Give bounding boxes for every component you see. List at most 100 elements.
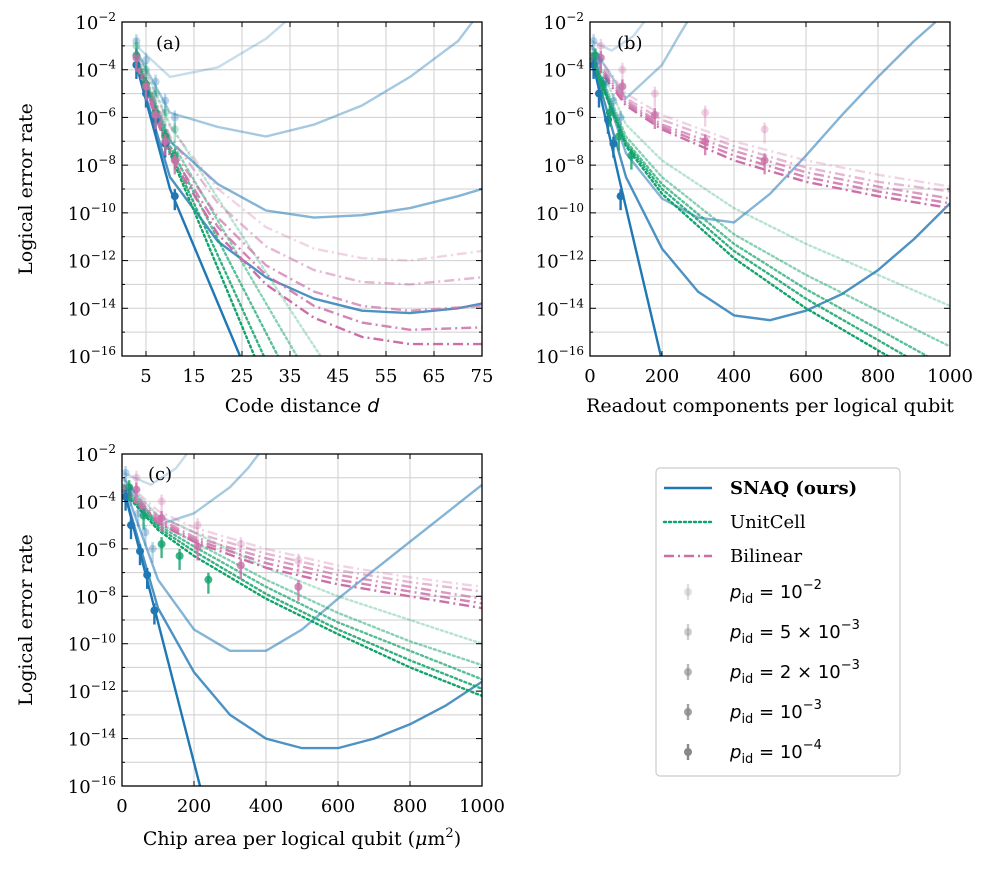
panel-c-curves [122, 454, 482, 786]
panel-c-ytick-label: 10−10 [68, 632, 116, 656]
snaq-marker [609, 96, 618, 105]
unitcell-marker [614, 132, 623, 141]
unitcell-curve [135, 56, 280, 356]
snaq-curve [590, 22, 689, 100]
unitcell-curve [122, 490, 482, 698]
bilinear-marker [596, 53, 605, 62]
panel-c-xtick-label: 1000 [459, 796, 505, 817]
snaq-marker [616, 192, 625, 201]
panel-b-ytick-label: 10−12 [536, 249, 584, 273]
snaq-curve [135, 64, 482, 315]
unitcell-marker [204, 575, 213, 584]
bilinear-curve [590, 57, 950, 205]
unitcell-marker [142, 65, 150, 74]
panel-a-curves [135, 22, 482, 356]
panel-a-xtick-label: 55 [375, 366, 398, 387]
panel-c-xtick-label: 200 [177, 796, 211, 817]
panel-c-xtick-label: 800 [393, 796, 427, 817]
snaq-marker [170, 113, 179, 122]
bilinear-marker [294, 556, 303, 565]
panel-a: 5 15 25 35 45 55 65 75 10−2 10−4 10−6 10−8 10−10 10−1… [15, 10, 493, 417]
unitcell-marker [175, 551, 184, 560]
unitcell-curve [590, 54, 930, 356]
bilinear-marker [650, 89, 659, 98]
panel-b-ytick-label: 10−4 [543, 58, 584, 82]
bilinear-marker [701, 108, 710, 117]
unitcell-marker [161, 108, 170, 117]
panel-a-ytick-label: 10−2 [75, 10, 116, 34]
panel-a-ytick-label: 10−10 [68, 201, 116, 225]
legend-pid-marker [684, 668, 692, 676]
unitcell-curve [135, 54, 299, 356]
panel-a-ytick-label: 10−16 [68, 344, 116, 368]
panel-a-ytick-label: 10−6 [75, 105, 116, 129]
snaq-curve [122, 483, 482, 652]
panel-a-xtick-label: 45 [327, 366, 350, 387]
snaq-marker [141, 528, 150, 537]
legend-pid-marker [684, 708, 692, 716]
snaq-curve [122, 489, 482, 750]
panel-c-grid [121, 453, 483, 787]
unitcell-curve [122, 478, 482, 645]
panel-b-xtick-label: 400 [717, 366, 751, 387]
panel-c-label: (c) [148, 464, 172, 485]
bilinear-curve [135, 62, 482, 331]
snaq-marker [127, 521, 135, 530]
snaq-marker [170, 192, 179, 201]
legend-pid-label: pid = 10−2 [729, 578, 822, 607]
unitcell-curve [590, 51, 950, 348]
unitcell-marker [605, 108, 614, 117]
panel-a-markers [132, 34, 179, 211]
panel-c: 0 200 400 600 800 1000 10−2 10−4 10−6 10−8 10−10 10… [15, 442, 505, 850]
panel-b-xtick-label: 600 [789, 366, 823, 387]
panel-c-ytick-label: 10−16 [68, 774, 116, 798]
bilinear-marker [151, 111, 160, 120]
bilinear-marker [760, 156, 769, 165]
unitcell-curve [590, 56, 909, 356]
snaq-marker [595, 56, 603, 65]
snaq-marker [143, 570, 152, 579]
panel-b-ytick-label: 10−14 [536, 296, 585, 320]
panel-a-xtick-label: 75 [471, 366, 494, 387]
panel-a-label: (a) [156, 33, 181, 54]
bilinear-curve [135, 50, 482, 262]
panel-c-ytick-label: 10−14 [68, 727, 117, 751]
bilinear-curve [122, 488, 482, 605]
panel-a-ytick-label: 10−8 [75, 153, 116, 177]
panel-a-grid [122, 21, 483, 357]
panel-c-ylabel: Logical error rate [15, 534, 37, 706]
panel-c-xtick-label: 400 [249, 796, 283, 817]
unitcell-curve [122, 488, 482, 690]
unitcell-marker [170, 125, 179, 134]
bilinear-curve [590, 59, 950, 210]
legend-pid-label: pid = 2 × 10−3 [729, 658, 860, 687]
bilinear-marker [193, 521, 202, 530]
panel-b-xtick-label: 800 [861, 366, 895, 387]
bilinear-marker [618, 82, 627, 91]
snaq-curve [135, 59, 482, 219]
panel-c-xtick-label: 0 [116, 796, 127, 817]
unitcell-marker [157, 540, 166, 549]
panel-b-curves [590, 22, 950, 356]
legend-pid-marker [684, 628, 692, 636]
bilinear-curve [122, 483, 482, 593]
panel-c-xtick-label: 600 [321, 796, 355, 817]
snaq-marker [127, 487, 135, 496]
snaq-marker [122, 492, 130, 501]
panel-b-ticks: 0 200 400 600 800 1000 10−2 10−4 10−6 10−8 10−10 10… [536, 10, 973, 387]
snaq-marker [134, 509, 143, 518]
panel-c-ytick-label: 10−8 [75, 584, 116, 608]
bilinear-marker [760, 125, 769, 134]
snaq-curve [590, 57, 950, 322]
legend-pid-entries: pid = 10−2 pid = 5 × 10−3 pid = 2 × 10−3 pi… [684, 578, 860, 767]
bilinear-marker [236, 561, 245, 570]
snaq-marker [150, 606, 159, 615]
legend-line-entries: SNAQ (ours) UnitCell Bilinear [662, 478, 857, 567]
panel-b-ytick-label: 10−6 [543, 105, 584, 129]
legend-pid-label: pid = 10−4 [729, 738, 822, 767]
snaq-curve [590, 57, 663, 356]
bilinear-curve [122, 479, 482, 588]
bilinear-marker [650, 111, 659, 120]
bilinear-marker [618, 65, 627, 74]
